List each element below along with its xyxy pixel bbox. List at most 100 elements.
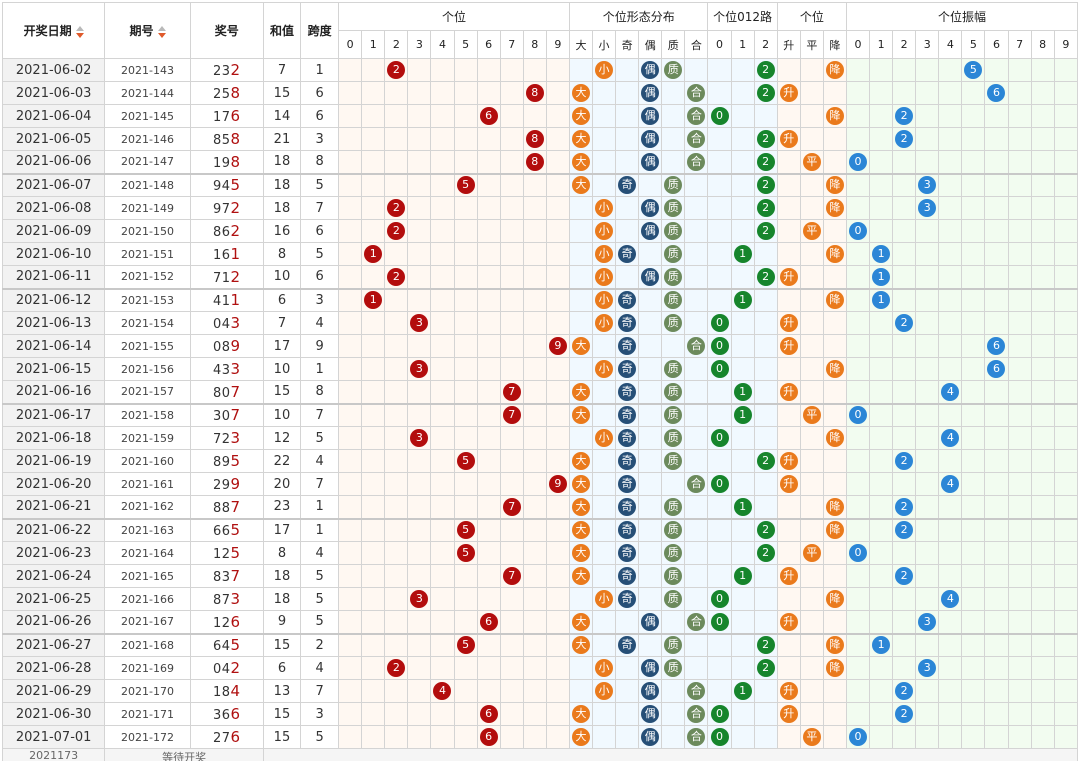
amplitude-cell-5 xyxy=(961,242,986,266)
amplitude-cell-4 xyxy=(938,632,963,657)
digit-cell-4: 4 xyxy=(430,679,455,703)
amplitude-cell-1 xyxy=(869,58,894,82)
amplitude-cell-3 xyxy=(915,402,940,427)
digit-cell-7: 7 xyxy=(499,495,524,519)
amplitude-cell-4 xyxy=(938,679,963,703)
amplitude-cell-8 xyxy=(1030,656,1055,680)
digit-cell-6 xyxy=(476,587,501,611)
draw-date: 2021-06-20 xyxy=(1,472,106,496)
shape-cell: 大 xyxy=(568,104,594,128)
shape-cell: 大 xyxy=(568,472,594,496)
amplitude-cell-2: 2 xyxy=(892,311,917,335)
shape-cell xyxy=(638,287,663,312)
number-last-digit: 2 xyxy=(230,659,241,677)
trend-cell: 平 xyxy=(799,402,824,427)
sum-value: 17 xyxy=(262,334,302,358)
amplitude-cell-0 xyxy=(845,172,871,197)
digit-cell-2: 2 xyxy=(384,196,409,220)
route-ball: 0 xyxy=(710,705,729,723)
shape-cell: 偶 xyxy=(638,656,663,680)
trend-cell xyxy=(799,58,824,82)
shape-cell xyxy=(638,357,663,381)
digit-cell-1 xyxy=(361,587,386,611)
shape-ball: 奇 xyxy=(618,497,637,516)
sum-value: 9 xyxy=(262,610,302,634)
shape-header: 小 xyxy=(592,30,617,59)
digit-cell-5: 5 xyxy=(453,632,478,657)
digit-cell-4 xyxy=(430,702,455,726)
amplitude-header-3: 3 xyxy=(915,30,940,59)
route-cell-2 xyxy=(753,495,778,519)
shape-cell: 奇 xyxy=(615,357,640,381)
digit-cell-7 xyxy=(499,150,524,174)
issue-number: 2021-163 xyxy=(104,517,191,542)
digit-cell-6 xyxy=(476,541,501,565)
amplitude-cell-7 xyxy=(1007,265,1032,289)
route-cell-0: 0 xyxy=(707,334,732,358)
winning-number: 089 xyxy=(189,334,264,358)
amplitude-cell-0 xyxy=(845,104,871,128)
shape-ball: 合 xyxy=(687,705,706,723)
route-cell-1 xyxy=(730,265,755,289)
shape-cell: 奇 xyxy=(615,402,640,427)
amplitude-cell-3 xyxy=(915,219,940,243)
digit-cell-3 xyxy=(407,150,432,174)
amplitude-cell-3: 3 xyxy=(915,656,940,680)
amplitude-cell-4 xyxy=(938,702,963,726)
number-last-digit: 3 xyxy=(230,429,241,447)
amplitude-cell-8 xyxy=(1030,472,1055,496)
amplitude-cell-2 xyxy=(892,357,917,381)
amplitude-cell-3 xyxy=(915,679,940,703)
trend-cell xyxy=(776,357,801,381)
route-cell-2: 2 xyxy=(753,81,778,105)
shape-cell xyxy=(684,541,709,565)
digit-cell-1 xyxy=(361,725,386,749)
trend-cell xyxy=(776,219,801,243)
issue-number: 2021-164 xyxy=(104,541,191,565)
digit-cell-1 xyxy=(361,127,386,151)
trend-cell: 降 xyxy=(822,426,847,450)
shape-cell xyxy=(568,58,594,82)
number-last-digit: 2 xyxy=(230,222,241,240)
amplitude-cell-1 xyxy=(869,517,894,542)
digit-cell-9 xyxy=(545,58,570,82)
digit-cell-8 xyxy=(522,402,547,427)
shape-ball: 合 xyxy=(687,84,706,102)
shape-cell xyxy=(638,495,663,519)
trend-cell: 降 xyxy=(822,242,847,266)
shape-ball: 大 xyxy=(571,382,590,401)
trend-cell xyxy=(799,449,824,473)
issue-column-header[interactable]: 期号 xyxy=(104,2,191,59)
table-row: 2021-06-22 2021-163 665 17 1 5 大奇质 2 降 2 xyxy=(1,517,1079,542)
shape-ball: 偶 xyxy=(641,61,660,79)
amplitude-cell-2: 2 xyxy=(892,495,917,519)
route-cell-1 xyxy=(730,150,755,174)
trend-cell xyxy=(822,380,847,404)
digit-cell-3 xyxy=(407,265,432,289)
route-cell-1: 1 xyxy=(730,402,755,427)
shape-cell: 合 xyxy=(684,334,709,358)
sort-icon[interactable] xyxy=(75,25,84,38)
number-column-header: 奖号 xyxy=(189,2,264,59)
route-cell-2: 2 xyxy=(753,265,778,289)
shape-cell xyxy=(638,242,663,266)
amplitude-cell-8 xyxy=(1030,287,1055,312)
sort-icon[interactable] xyxy=(157,25,166,38)
digit-cell-7 xyxy=(499,702,524,726)
shape-ball: 偶 xyxy=(641,705,660,723)
route-ball: 2 xyxy=(756,267,775,286)
table-row: 2021-06-13 2021-154 043 7 4 3 小奇质 0 升 2 xyxy=(1,311,1079,335)
number-prefix: 43 xyxy=(212,363,231,378)
shape-cell: 大 xyxy=(568,564,594,588)
amplitude-cell-7 xyxy=(1007,219,1032,243)
date-column-header[interactable]: 开奖日期 xyxy=(1,2,106,59)
trend-ball: 平 xyxy=(802,728,821,746)
amplitude-cell-9 xyxy=(1053,380,1079,404)
shape-cell xyxy=(638,632,663,657)
issue-number: 2021-153 xyxy=(104,287,191,312)
amplitude-ball: 0 xyxy=(849,222,868,240)
digit-cell-3 xyxy=(407,472,432,496)
shape-cell xyxy=(684,587,709,611)
shape-cell: 小 xyxy=(592,58,617,82)
amplitude-cell-8 xyxy=(1030,517,1055,542)
